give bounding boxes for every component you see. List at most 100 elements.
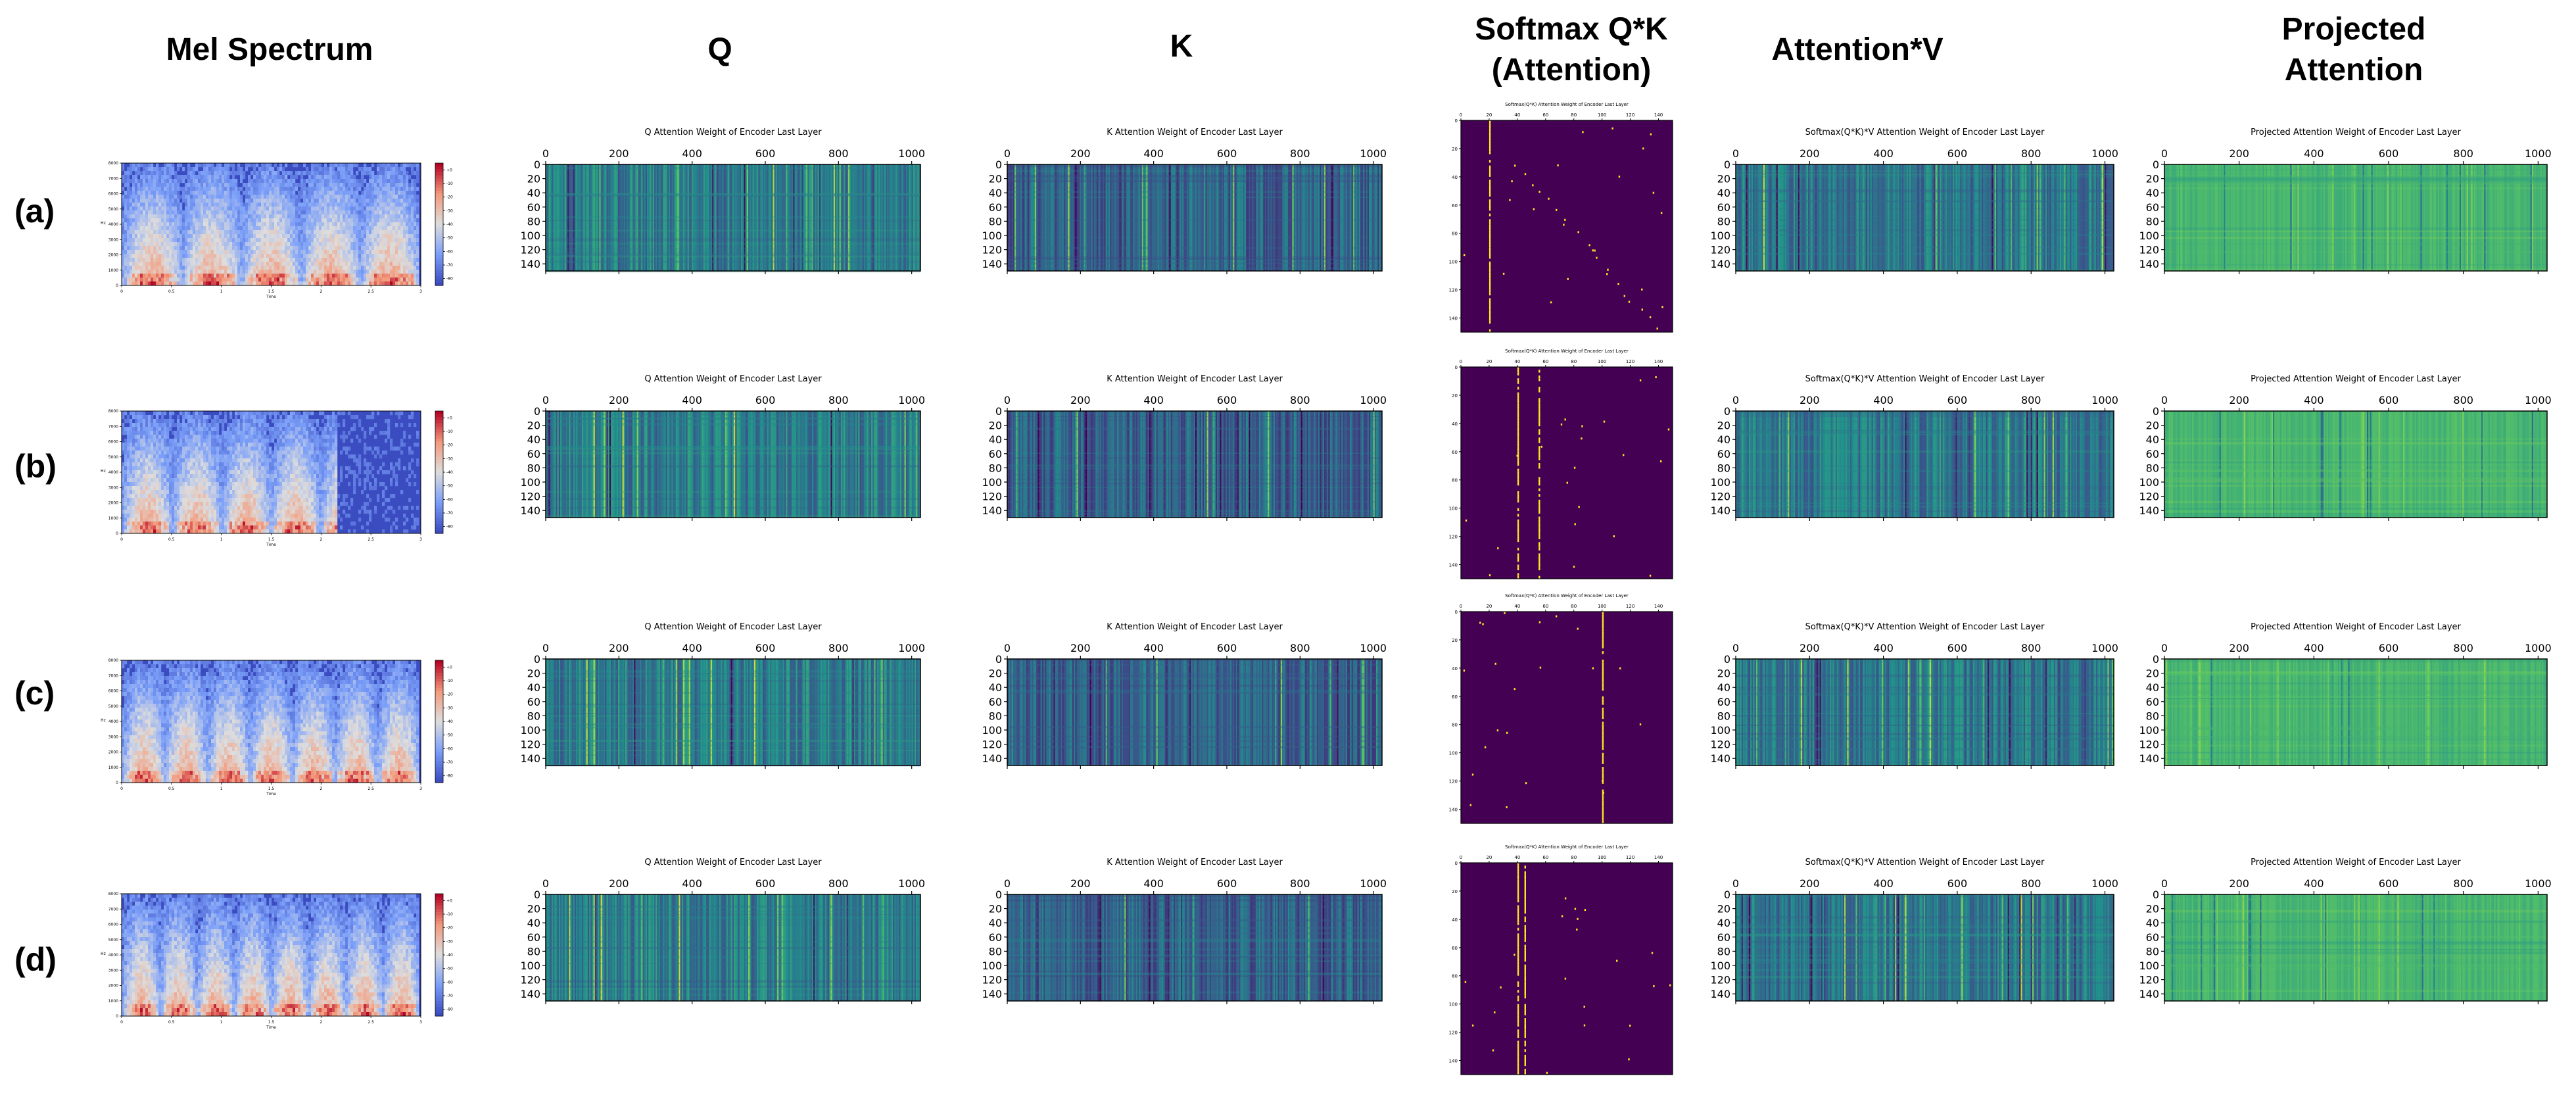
mel-cell — [324, 262, 327, 266]
mel-cell — [290, 203, 293, 207]
mel-cell — [164, 278, 167, 282]
mel-cell — [366, 187, 370, 191]
heatmap-column — [2018, 164, 2020, 271]
mel-cell — [250, 210, 254, 215]
mel-cell — [214, 238, 217, 243]
mel-cell — [216, 207, 220, 211]
heatmap-column — [2203, 164, 2205, 271]
heatmap-column — [1009, 164, 1011, 271]
mel-cell — [182, 242, 185, 247]
heatmap-column — [2224, 164, 2226, 271]
mel-cell — [314, 163, 317, 168]
mel-cell — [256, 230, 259, 235]
mel-cell — [332, 179, 335, 183]
attention-stripe-cell — [1489, 284, 1491, 287]
heatmap-row-band — [1736, 170, 2114, 172]
heatmap-row-band — [1736, 253, 2114, 255]
mel-cell — [151, 226, 154, 231]
mel-cell — [258, 230, 262, 235]
mel-cell — [293, 254, 296, 258]
heatmap-column — [1312, 164, 1314, 271]
heatmap-column — [788, 164, 791, 271]
mel-cell — [227, 266, 230, 270]
mel-cell — [414, 187, 417, 191]
heatmap-column — [1345, 164, 1348, 271]
mel-cell — [264, 207, 267, 211]
heatmap-column — [1747, 164, 1750, 271]
mel-cell — [264, 210, 267, 215]
mel-cell — [172, 187, 175, 191]
mel-cell — [358, 195, 362, 199]
heatmap-column — [781, 164, 784, 271]
mel-cell — [261, 234, 264, 239]
mel-cell — [122, 230, 125, 235]
heatmap-column — [1849, 164, 1852, 271]
mel-cell — [269, 278, 272, 282]
mel-cell — [395, 179, 398, 183]
heatmap-row-band — [1007, 262, 1382, 265]
mel-cell — [345, 270, 348, 274]
mel-cell — [261, 167, 264, 172]
heatmap-column — [579, 164, 581, 271]
heatmap-column — [1789, 164, 1791, 271]
mel-cell — [285, 199, 288, 203]
mel-cell — [237, 250, 241, 255]
mel-cell — [295, 214, 298, 219]
heatmap-row-band — [546, 193, 920, 195]
mel-cell — [416, 230, 419, 235]
mel-cell — [187, 183, 191, 187]
mel-cell — [322, 274, 325, 278]
mel-cell — [158, 191, 162, 195]
mel-cell — [235, 274, 238, 278]
mel-cell — [137, 230, 141, 235]
mel-cell — [261, 258, 264, 262]
mel-cell — [279, 230, 283, 235]
mel-cell — [127, 179, 130, 183]
mel-cell — [332, 195, 335, 199]
mel-cell — [364, 258, 367, 262]
mel-cell — [143, 242, 146, 247]
heatmap-column — [723, 164, 726, 271]
mel-cell — [314, 222, 317, 227]
mel-cell — [324, 250, 327, 255]
mel-cell — [203, 258, 206, 262]
mel-cell — [303, 242, 306, 247]
mel-cell — [387, 179, 391, 183]
mel-cell — [166, 258, 170, 262]
mel-cell — [227, 199, 230, 203]
mel-cell — [406, 281, 409, 286]
mel-cell — [248, 175, 251, 180]
mel-cell — [124, 274, 128, 278]
mel-cell — [222, 242, 225, 247]
mel-cell — [122, 518, 125, 522]
mel-cell — [193, 230, 196, 235]
mel-cell — [124, 242, 128, 247]
mel-cell — [132, 163, 135, 168]
mel-cell — [158, 175, 162, 180]
mel-cell — [348, 218, 351, 223]
mel-cell — [264, 171, 267, 176]
mel-cell — [366, 195, 370, 199]
mel-cell — [403, 246, 406, 251]
mel-cell — [161, 254, 164, 258]
mel-cell — [374, 242, 377, 247]
heatmap-column — [1987, 164, 1990, 271]
mel-cell — [214, 207, 217, 211]
heatmap-column — [865, 164, 867, 271]
mel-cell — [400, 195, 404, 199]
mel-cell — [179, 203, 183, 207]
heatmap-column — [1924, 164, 1926, 271]
heatmap-column — [2493, 164, 2494, 271]
mel-cell — [322, 262, 325, 266]
mel-cell — [132, 230, 135, 235]
mel-cell — [264, 234, 267, 239]
heatmap-column — [917, 164, 919, 271]
mel-cell — [140, 191, 143, 195]
mel-cell — [408, 230, 412, 235]
mel-cell — [322, 258, 325, 262]
mel-cell — [272, 281, 275, 286]
mel-cell — [390, 218, 393, 223]
mel-cell — [143, 218, 146, 223]
y-tick-label: 6000 — [108, 192, 118, 197]
heatmap-k-row-0 — [1004, 161, 1383, 274]
